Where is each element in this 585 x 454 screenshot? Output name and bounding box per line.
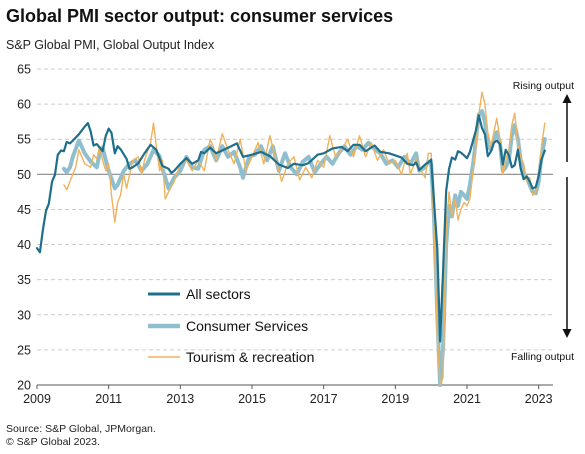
x-axis: 2009 2011 2013 2015 2017 2019 2021 2023 [23,384,553,406]
series-lines [35,91,547,387]
y-tick-label: 20 [17,379,31,393]
chart-title: Global PMI sector output: consumer servi… [6,6,394,26]
y-axis: 20 25 30 35 40 45 50 55 60 65 [17,63,31,393]
x-tick-label: 2019 [381,392,409,406]
x-tick-label: 2009 [23,392,51,406]
legend: All sectors Consumer Services Tourism & re… [148,286,314,365]
rising-arrow [562,94,572,162]
source-note: Source: S&P Global, JPMorgan. © S&P Glob… [6,423,156,449]
y-tick-label: 30 [17,308,31,322]
falling-arrow [562,177,572,338]
x-tick-label: 2021 [453,392,481,406]
y-tick-label: 65 [17,63,31,77]
x-tick-label: 2023 [525,392,553,406]
y-tick-label: 25 [17,343,31,357]
falling-output-label: Falling output [511,351,574,363]
y-tick-label: 40 [17,238,31,252]
x-tick-label: 2015 [238,392,266,406]
gridlines [37,68,553,386]
legend-label-all-sectors: All sectors [186,286,251,302]
x-tick-label: 2013 [166,392,194,406]
series-line-tourism [63,91,546,386]
x-tick-label: 2017 [310,392,338,406]
y-tick-label: 55 [17,133,31,147]
x-tick-label: 2011 [95,392,122,406]
copyright-line: © S&P Global 2023. [6,436,100,448]
legend-label-consumer-services: Consumer Services [186,318,308,334]
chart-subtitle: S&P Global PMI, Global Output Index [6,38,215,52]
rising-output-label: Rising output [513,80,574,92]
y-tick-label: 50 [17,168,31,182]
series-line-consumer-services [61,109,547,387]
legend-label-tourism: Tourism & recreation [186,349,314,365]
y-tick-label: 60 [17,98,31,112]
source-line: Source: S&P Global, JPMorgan. [6,423,156,435]
series-line-all-sectors [35,114,546,343]
y-tick-label: 45 [17,203,31,217]
y-tick-label: 35 [17,273,31,287]
